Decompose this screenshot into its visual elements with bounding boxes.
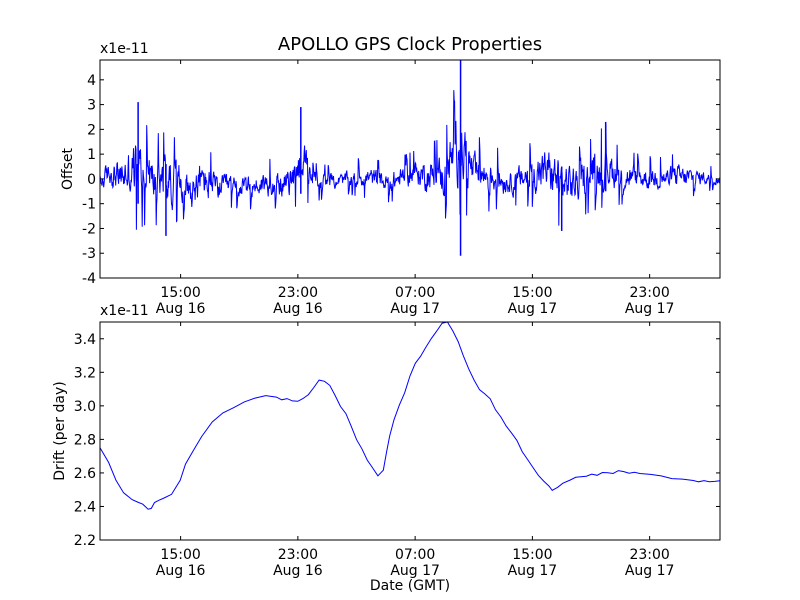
drift-line [99,321,721,510]
offset-y-axis-label: Offset [60,147,76,190]
chart-title: APOLLO GPS Clock Properties [278,34,542,55]
offset-xtick-time-label: 15:00 [512,285,552,301]
drift-xtick-time-label: 23:00 [629,547,669,563]
offset-ytick-label: 0 [87,172,96,188]
drift-ytick-label: 2.8 [74,432,96,448]
drift-xtick-time-label: 23:00 [278,547,318,563]
drift-ytick-label: 2.2 [74,533,96,549]
drift-series [99,321,721,510]
offset-ytick-label: 3 [87,98,96,114]
x-axis-label: Date (GMT) [370,578,450,594]
offset-ytick-label: 2 [87,122,96,138]
offset-xtick-time-label: 23:00 [278,285,318,301]
offset-ytick-label: -2 [82,221,96,237]
drift-scale-label: x1e-11 [100,303,149,319]
offset-series [99,60,721,256]
drift-ytick-label: 2.6 [74,466,96,482]
drift-xtick-time-label: 15:00 [160,547,200,563]
drift-axes-frame [99,321,721,541]
drift-xtick-time-label: 15:00 [512,547,552,563]
offset-ytick-label: 4 [87,73,96,89]
drift-ytick-label: 3.2 [74,365,96,381]
drift-xtick-date-label: Aug 16 [156,563,206,579]
drift-xtick-date-label: Aug 17 [625,563,675,579]
offset-ytick-label: -4 [82,271,96,287]
offset-xtick-time-label: 07:00 [395,285,435,301]
drift-xtick-date-label: Aug 16 [273,563,323,579]
offset-xtick-time-label: 23:00 [629,285,669,301]
drift-xtick-date-label: Aug 17 [508,563,558,579]
offset-xtick-time-label: 15:00 [160,285,200,301]
offset-ytick-label: -3 [82,246,96,262]
drift-y-axis-label: Drift (per day) [52,381,68,480]
offset-xtick-date-label: Aug 17 [390,301,440,317]
offset-scale-label: x1e-11 [100,41,149,57]
offset-line [99,90,721,230]
offset-xtick-date-label: Aug 17 [625,301,675,317]
drift-xtick-date-label: Aug 17 [390,563,440,579]
offset-xtick-date-label: Aug 16 [273,301,323,317]
offset-axes-frame [99,59,721,279]
drift-ytick-label: 2.4 [74,499,96,515]
offset-xtick-date-label: Aug 16 [156,301,206,317]
offset-ytick-label: -1 [82,197,96,213]
drift-ytick-label: 3.4 [74,332,96,348]
offset-ytick-label: 1 [87,147,96,163]
drift-ytick-label: 3.0 [74,399,96,415]
offset-xtick-date-label: Aug 17 [508,301,558,317]
drift-xtick-time-label: 07:00 [395,547,435,563]
